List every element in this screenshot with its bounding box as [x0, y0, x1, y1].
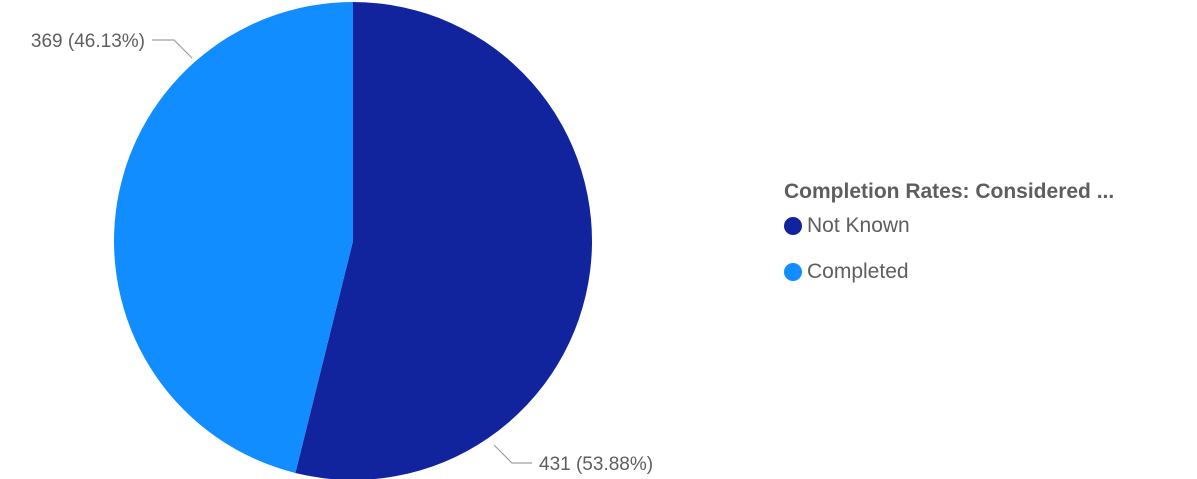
- legend-dot-completed: [784, 262, 802, 281]
- legend-item-completed[interactable]: Completed: [784, 260, 1184, 283]
- pie-slice-not-known[interactable]: [295, 2, 592, 479]
- legend-label-not-known: Not Known: [807, 213, 910, 237]
- data-label-not-known: 431 (53.88%): [539, 454, 653, 475]
- pie-slices: [114, 2, 592, 479]
- leader-line-completed: [152, 39, 193, 59]
- pie-slice-completed[interactable]: [114, 2, 353, 473]
- legend-item-not-known[interactable]: Not Known: [784, 214, 1184, 237]
- legend-label-completed: Completed: [807, 259, 909, 283]
- legend: Completion Rates: Considered ... Not Kno…: [784, 180, 1184, 306]
- leader-line-not-known: [493, 444, 532, 464]
- legend-title: Completion Rates: Considered ...: [784, 180, 1115, 203]
- data-label-completed: 369 (46.13%): [31, 31, 145, 52]
- legend-dot-not-known: [784, 216, 802, 235]
